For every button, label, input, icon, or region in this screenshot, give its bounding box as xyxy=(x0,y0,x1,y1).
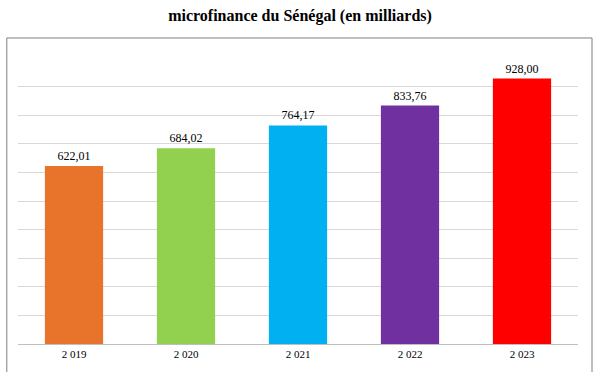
svg-text:2 022: 2 022 xyxy=(398,348,423,360)
svg-text:833,76: 833,76 xyxy=(394,89,427,103)
svg-text:928,00: 928,00 xyxy=(506,62,539,76)
svg-text:2 023: 2 023 xyxy=(510,348,535,360)
svg-text:microfinance du Sénégal (en mi: microfinance du Sénégal (en milliards) xyxy=(168,7,432,25)
svg-text:2 021: 2 021 xyxy=(286,348,311,360)
svg-text:622,01: 622,01 xyxy=(58,149,91,163)
svg-text:2 019: 2 019 xyxy=(62,348,87,360)
svg-text:764,17: 764,17 xyxy=(282,108,315,122)
svg-text:684,02: 684,02 xyxy=(170,131,203,145)
svg-text:2 020: 2 020 xyxy=(174,348,199,360)
